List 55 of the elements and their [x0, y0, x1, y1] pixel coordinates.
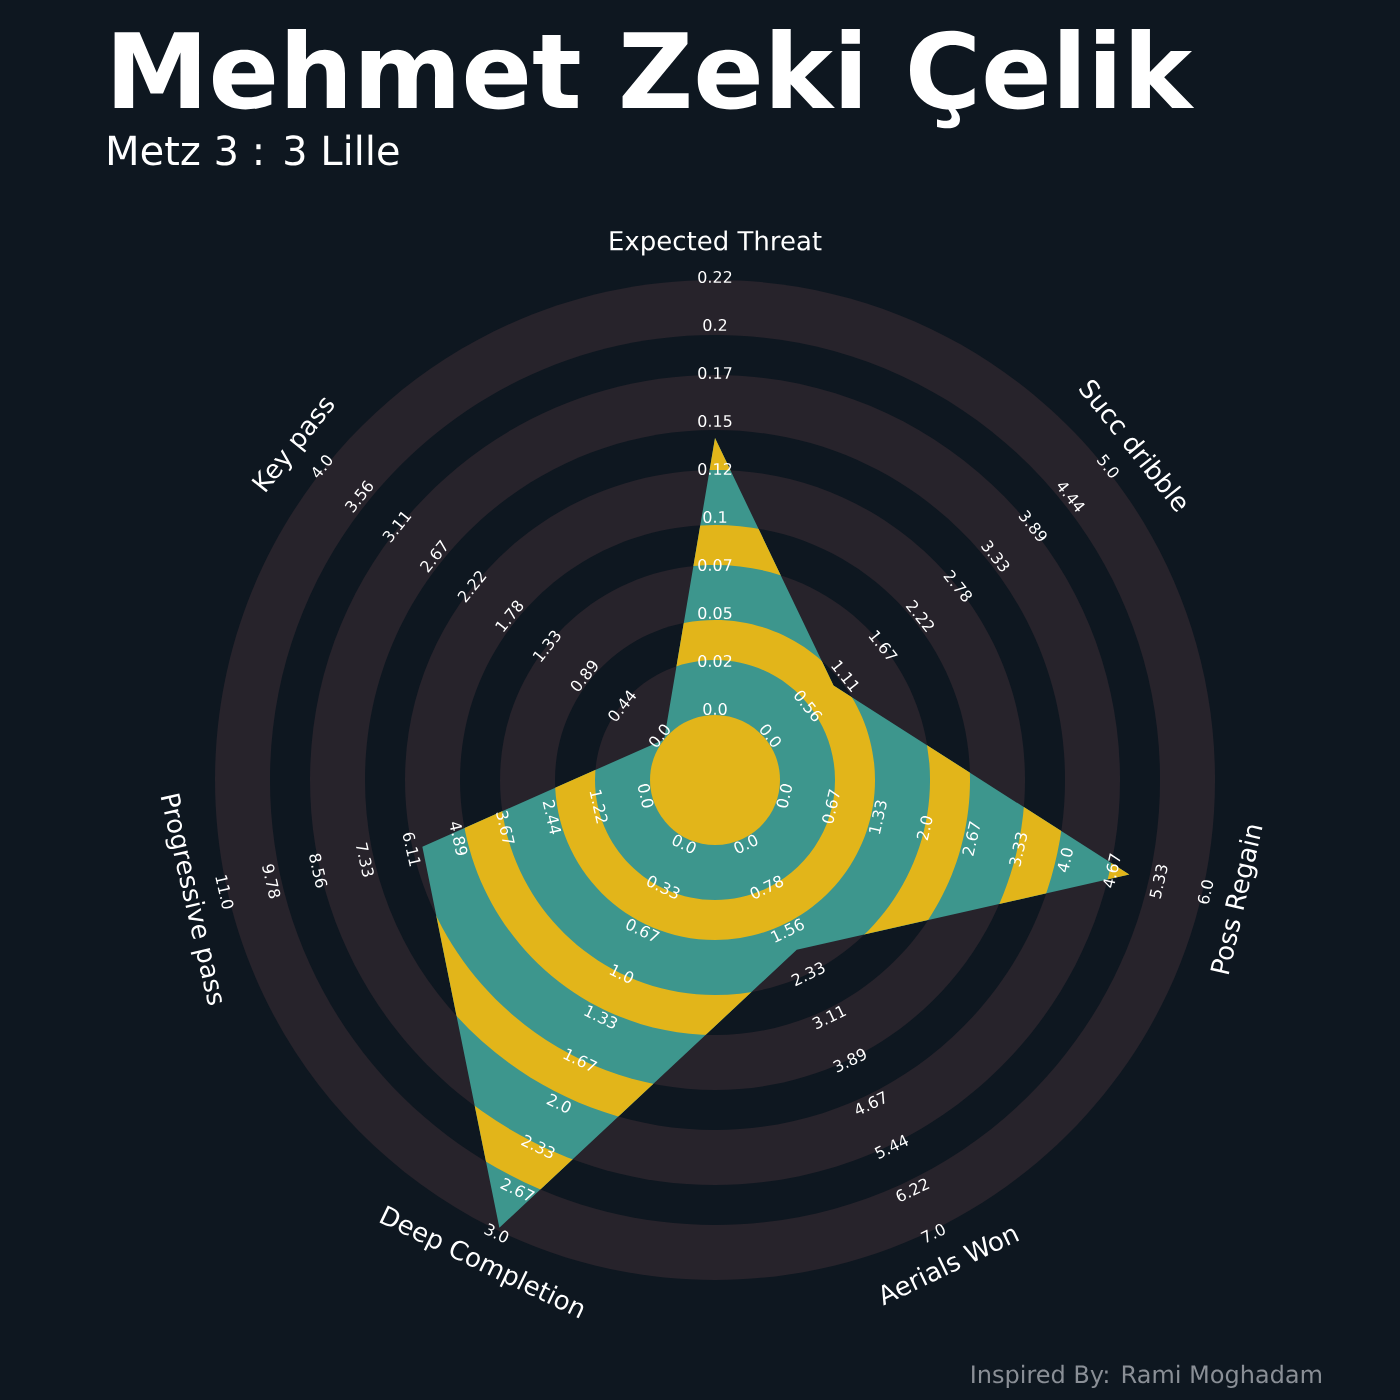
- text: 1.33: [869, 800, 887, 834]
- chart-title: Mehmet Zeki Çelik: [114, 28, 1195, 129]
- text: 9.78: [262, 864, 281, 899]
- chart-subtitle: Metz 3 : 3 Lille: [108, 134, 399, 166]
- text: 0.78: [750, 875, 784, 899]
- text: 4.89: [450, 822, 468, 856]
- text: 4.0: [1057, 848, 1073, 873]
- text: 1.33: [584, 1005, 618, 1029]
- text: 0.67: [626, 919, 660, 941]
- text: 3.67: [496, 810, 515, 843]
- text: 8.56: [309, 853, 328, 888]
- text: 0.2: [703, 318, 727, 332]
- text: 0.12: [698, 462, 732, 476]
- text: 0.0: [649, 724, 670, 747]
- text: 3.11: [812, 1005, 847, 1030]
- text: 1.56: [770, 918, 804, 943]
- text: 5.33: [1149, 864, 1168, 899]
- text: 2.33: [520, 1134, 555, 1158]
- text: 7.0: [920, 1224, 945, 1243]
- text: 2.0: [916, 816, 933, 841]
- text: 1.67: [563, 1048, 598, 1071]
- text: 0.1: [703, 510, 727, 524]
- text: 11.0: [215, 875, 234, 909]
- text: 4.0: [312, 455, 333, 478]
- text: 2.44: [542, 799, 562, 835]
- text: 6.11: [403, 832, 421, 867]
- text: 2.67: [500, 1177, 535, 1201]
- text: 2.33: [791, 962, 825, 987]
- text: 7.33: [356, 842, 374, 877]
- spoke-label: Expected Threat: [610, 230, 822, 256]
- text: 0.22: [698, 270, 732, 284]
- text: 0.17: [698, 366, 732, 380]
- text: 4.67: [1103, 853, 1121, 888]
- text: 5.0: [1096, 454, 1119, 478]
- text: 3.89: [832, 1048, 866, 1073]
- text: 0.0: [638, 784, 654, 808]
- text: 2.0: [546, 1093, 571, 1113]
- text: 0.0: [776, 784, 792, 808]
- text: 5.44: [874, 1134, 909, 1159]
- text: 0.33: [647, 875, 680, 899]
- text: 0.67: [822, 789, 840, 824]
- text: 0.0: [672, 834, 696, 854]
- text: 3.33: [1009, 832, 1027, 867]
- text: 1.22: [589, 789, 608, 824]
- text: 0.0: [734, 834, 758, 854]
- text: Inspired By: Rami Moghadam: [972, 1364, 1321, 1388]
- text: 1.0: [609, 964, 634, 983]
- text: 0.0: [760, 724, 781, 747]
- text: 6.22: [896, 1178, 930, 1202]
- text: 0.0: [703, 702, 727, 716]
- text: 0.15: [698, 414, 732, 428]
- text: 2.67: [962, 821, 980, 857]
- text: 0.05: [698, 606, 732, 620]
- text: 4.67: [856, 1091, 885, 1114]
- text: 6.0: [1197, 880, 1214, 904]
